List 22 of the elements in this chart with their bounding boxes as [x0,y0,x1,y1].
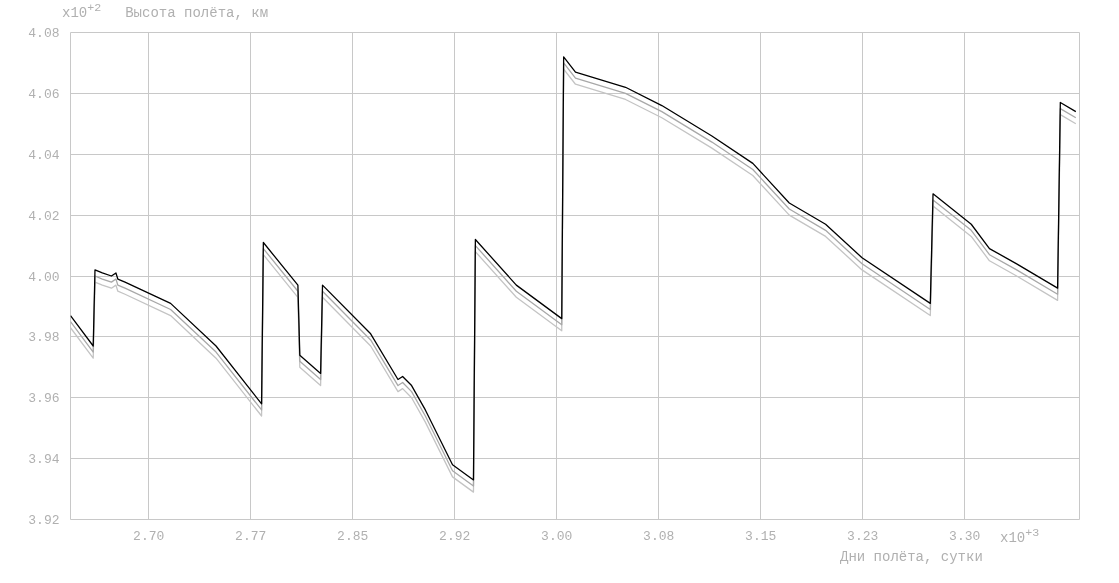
y-axis-title: Высота полёта, км [125,4,269,21]
x-tick-label: 3.30 [949,528,981,544]
x-tick-label: 2.92 [439,528,471,544]
y-tick-label: 4.00 [28,269,60,285]
y-tick-label: 4.04 [28,147,60,163]
y-tick-label: 3.98 [28,330,60,346]
text: x10$^{+3}$ [1000,525,1041,546]
y-tick-label: 3.92 [28,513,60,528]
x-tick-label: 3.23 [847,528,879,544]
y-tick-label: 4.08 [28,26,60,41]
x-tick-label: 3.08 [643,528,675,544]
text: x10$^{+2}$ [62,1,102,21]
x-tick-label: 3.15 [745,528,777,544]
x-tick-label: 2.70 [133,528,165,544]
y-tick-label: 3.94 [28,452,60,468]
x-tick-label: 3.00 [541,528,573,544]
x-tick-label: 2.77 [235,528,267,544]
x-tick-label: 2.85 [337,528,369,544]
y-tick-label: 3.96 [28,391,60,407]
x-axis-title: Дни полёта, сутки [840,548,984,567]
y-tick-label: 4.02 [28,208,60,224]
y-tick-label: 4.06 [28,86,60,102]
